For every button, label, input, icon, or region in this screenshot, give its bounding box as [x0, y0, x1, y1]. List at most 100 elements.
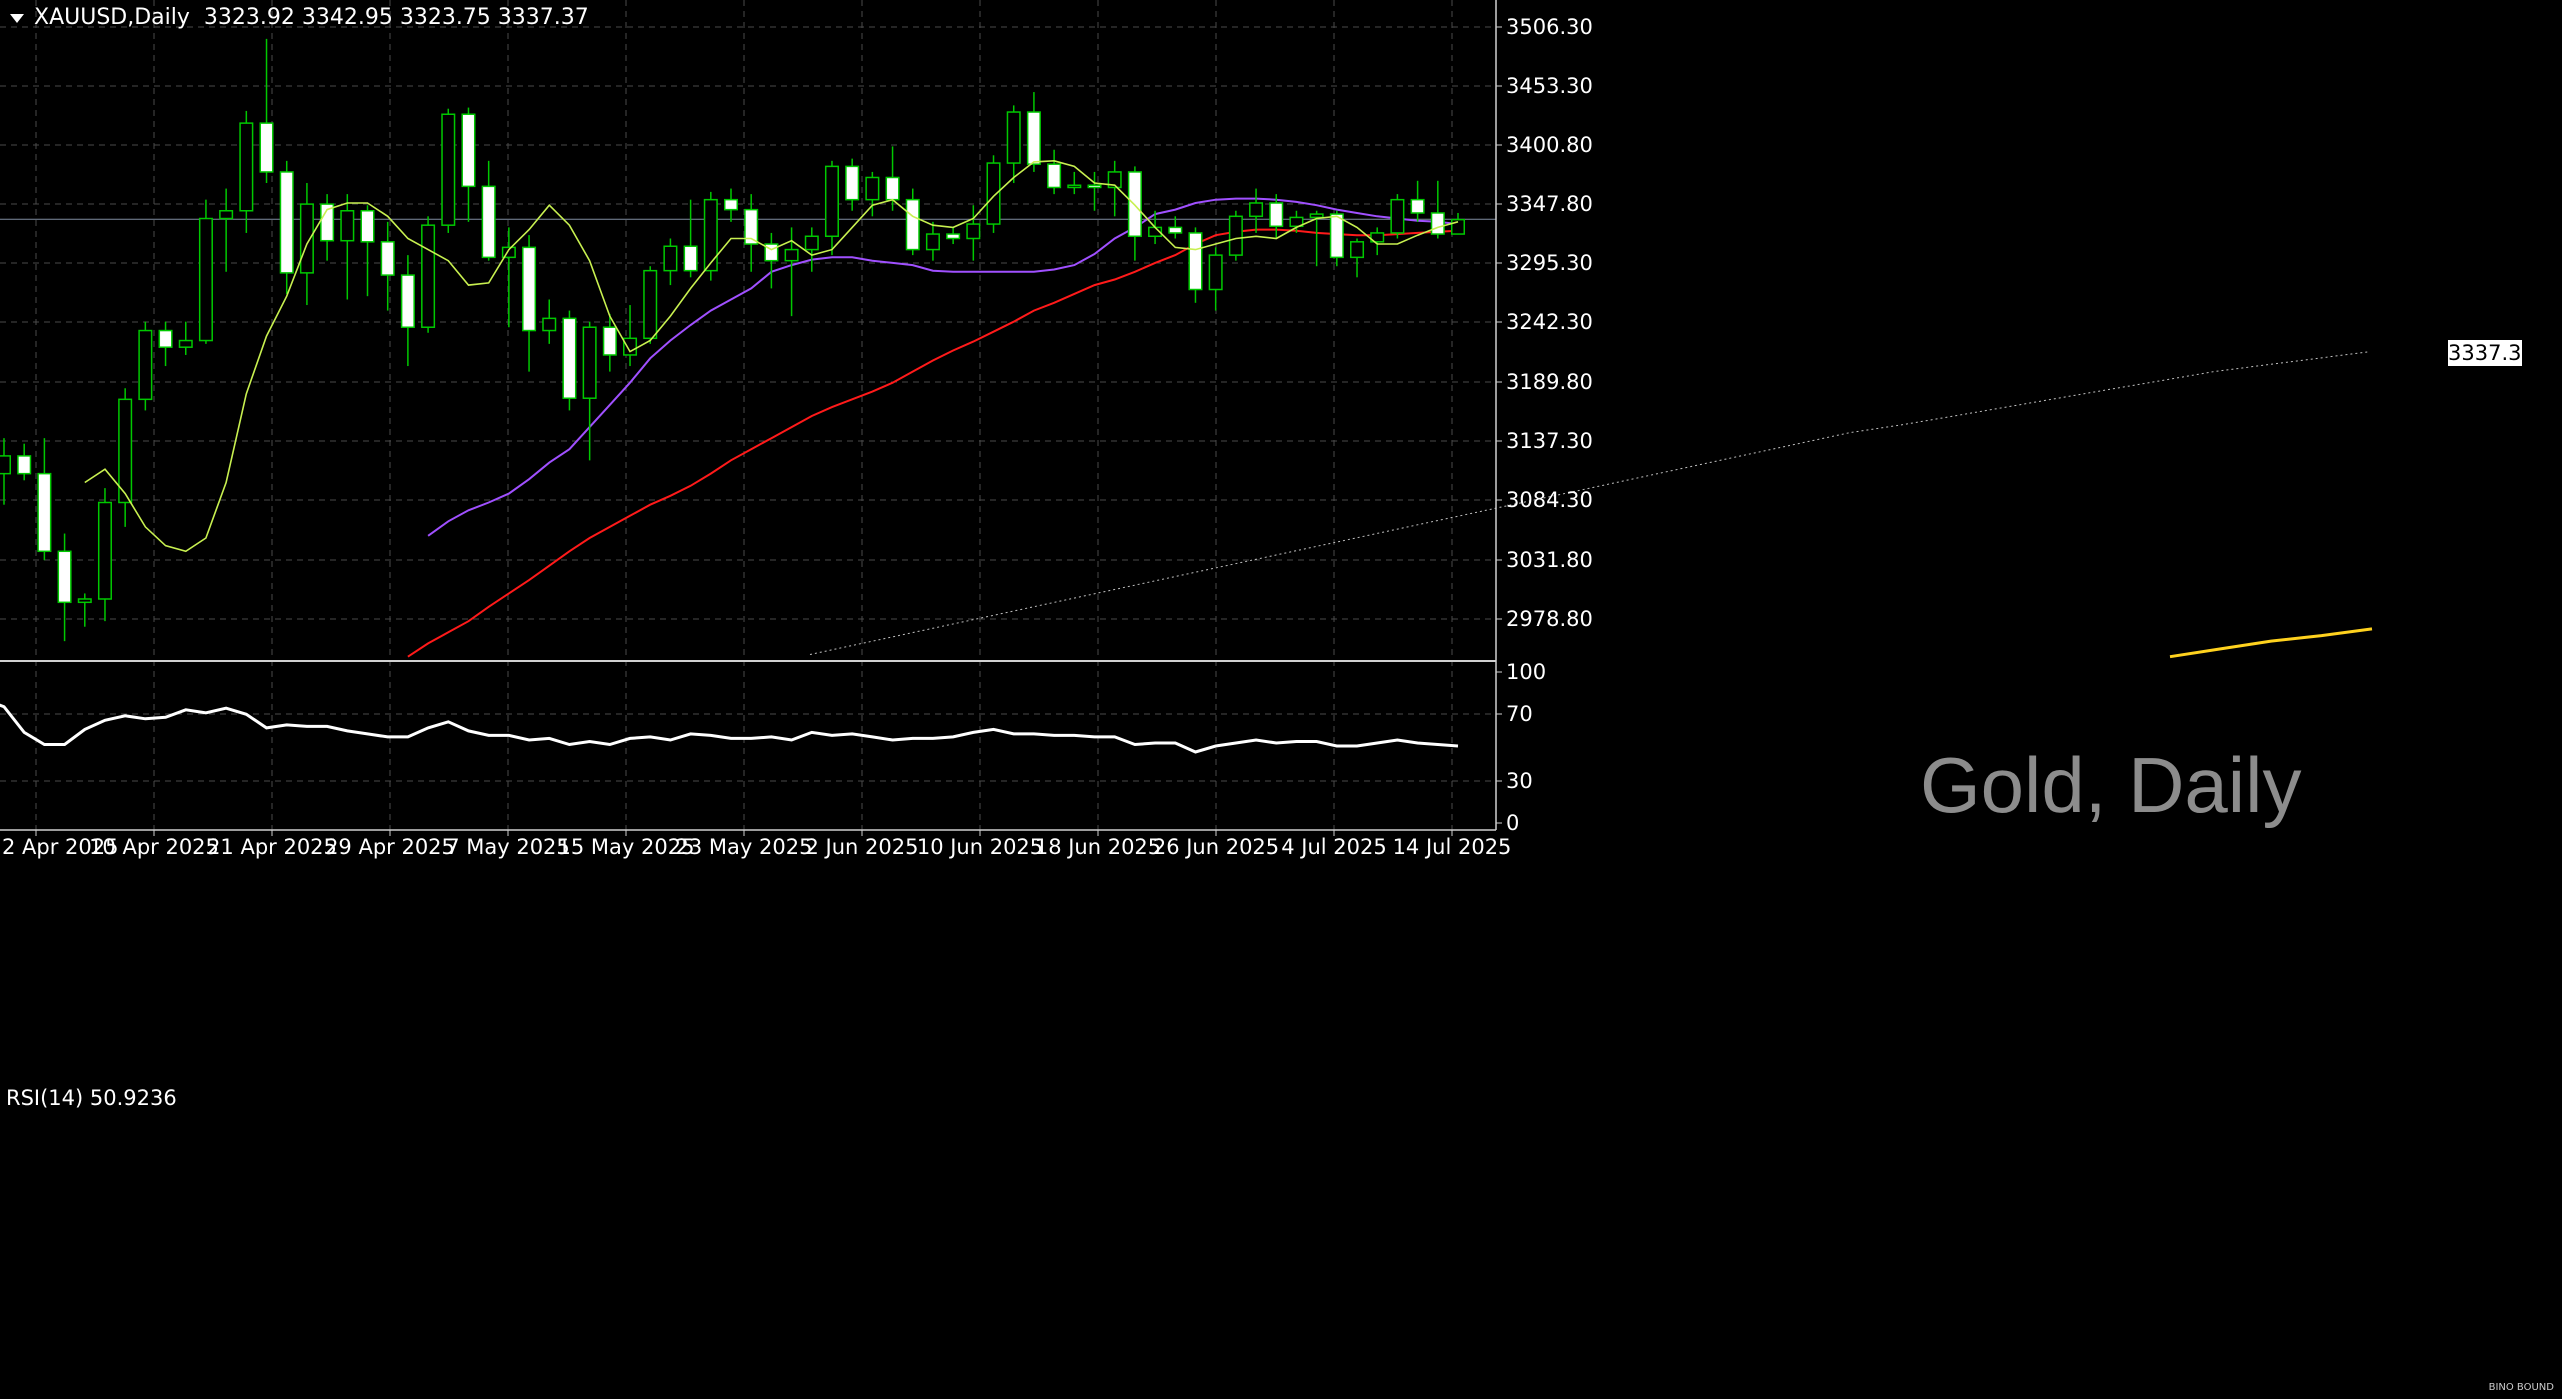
candle-body	[1309, 213, 1324, 219]
chart-frame	[0, 0, 1497, 831]
ma-slow-path	[407, 228, 1459, 658]
price-tick-label: 3347.80	[1506, 192, 1593, 216]
rsi-tick-label: 30	[1506, 769, 1533, 793]
candle-body	[824, 165, 839, 238]
candle-body	[1067, 184, 1082, 189]
current-price-tag: 3337.37	[2447, 339, 2535, 367]
candle-body	[925, 233, 940, 251]
ma-long-line	[809, 351, 2371, 655]
candle-body	[421, 224, 436, 328]
candle-body	[1047, 163, 1062, 189]
candle-body	[501, 246, 516, 259]
candle-body	[57, 550, 72, 604]
candle-body	[905, 198, 920, 251]
candle-body	[602, 326, 617, 356]
candle-body	[1289, 216, 1304, 228]
candle-body	[1430, 212, 1445, 235]
candlesticks	[0, 38, 1466, 642]
time-tick-label: 15 May 2025	[558, 835, 695, 859]
candle-body	[683, 245, 698, 272]
rsi-tick-label: 0	[1506, 811, 1519, 835]
ma-long-path	[809, 351, 2371, 655]
rsi-path	[0, 703, 1459, 754]
candle-body	[623, 337, 638, 356]
time-tick-label: 26 Jun 2025	[1153, 835, 1279, 859]
candle-body	[1208, 254, 1223, 291]
dropdown-triangle-icon[interactable]	[10, 13, 24, 23]
grid-lines	[0, 0, 1496, 830]
ma-mid-path	[427, 197, 1459, 537]
ma-mid-line	[427, 197, 1459, 537]
candle-body	[845, 165, 860, 201]
candle-body	[118, 398, 133, 504]
time-tick-label: 23 May 2025	[676, 835, 813, 859]
candle-body	[441, 113, 456, 226]
broker-logo: BINO BOUND	[2488, 1382, 2554, 1393]
candle-body	[643, 269, 658, 340]
price-tick-label: 3137.30	[1506, 429, 1593, 453]
candle-body	[178, 339, 193, 348]
rsi-axis[interactable]: 100 70 30 0	[1496, 660, 1546, 835]
candle-body	[37, 472, 52, 553]
candle-body	[582, 326, 597, 399]
candle-body	[986, 162, 1001, 225]
time-tick-label: 10 Jun 2025	[917, 835, 1043, 859]
candle-body	[885, 176, 900, 201]
time-tick-label: 10 Apr 2025	[89, 835, 219, 859]
candle-body	[1087, 184, 1102, 189]
price-tick-label: 3400.80	[1506, 133, 1593, 157]
candle-body	[804, 235, 819, 251]
candle-body	[17, 455, 32, 475]
time-tick-label: 4 Jul 2025	[1281, 835, 1387, 859]
ma-very-long-line	[2169, 627, 2373, 659]
candle-body	[1228, 215, 1243, 256]
candle-body	[239, 122, 254, 212]
candle-body	[1370, 232, 1385, 243]
price-tick-label: 3031.80	[1506, 548, 1593, 572]
rsi-header: RSI(14) 50.9236	[6, 1086, 177, 1110]
candle-body	[1026, 111, 1041, 165]
candle-body	[1188, 232, 1203, 291]
ma-slow-line	[407, 228, 1459, 658]
time-tick-label: 7 May 2025	[446, 835, 570, 859]
candle-body	[340, 210, 355, 242]
rsi-line	[0, 703, 1459, 754]
candle-body	[1410, 198, 1425, 214]
ma-very-long-path	[2169, 627, 2373, 659]
time-tick-label: 18 Jun 2025	[1035, 835, 1161, 859]
price-tick-label: 3084.30	[1506, 488, 1593, 512]
candle-body	[320, 203, 335, 242]
candle-body	[461, 113, 476, 188]
price-tick-label: 3189.80	[1506, 370, 1593, 394]
candle-body	[481, 185, 496, 259]
price-tick-label: 3453.30	[1506, 74, 1593, 98]
candle-body	[966, 223, 981, 240]
time-tick-label: 2 Apr 2025	[2, 835, 118, 859]
candle-body	[542, 317, 557, 332]
candle-body	[1450, 218, 1466, 235]
chart-watermark: Gold, Daily	[1920, 741, 2302, 829]
candle-body	[0, 455, 12, 475]
candle-body	[299, 203, 314, 274]
candle-body	[97, 501, 112, 600]
candle-body	[400, 274, 415, 328]
price-axis[interactable]: 3506.30 3453.30 3400.80 3347.80 3295.30 3242.…	[1496, 15, 1593, 631]
candle-body	[562, 317, 577, 399]
candle-body	[784, 248, 799, 262]
time-tick-label: 21 Apr 2025	[207, 835, 337, 859]
candle-body	[1350, 241, 1365, 259]
candle-body	[1249, 202, 1264, 218]
ma-fast-path	[84, 159, 1459, 553]
candle-body	[259, 122, 274, 173]
price-tick-label: 3506.30	[1506, 15, 1593, 39]
candle-body	[1107, 171, 1122, 189]
time-tick-label: 2 Jun 2025	[806, 835, 919, 859]
candle-body	[663, 245, 678, 272]
candle-body	[723, 198, 739, 211]
candle-body	[522, 246, 537, 332]
candle-body	[1269, 202, 1284, 228]
candle-body	[380, 241, 395, 276]
candle-body	[865, 176, 880, 201]
